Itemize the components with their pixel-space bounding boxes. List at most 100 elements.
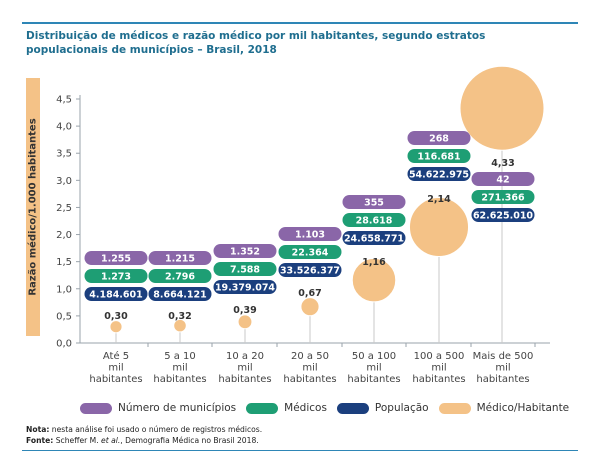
x-tick-label: mil [431,363,446,374]
pill-municipios [342,195,406,209]
pill-label-medicos: 271.366 [481,193,525,204]
x-tick-label: habitantes [153,374,206,385]
pill-municipios [84,251,148,265]
ratio-bubble [408,196,470,257]
note-text: nesta análise foi usado o número de regi… [49,425,263,434]
x-tick-label: Até 5 [103,350,129,362]
y-tick-label: 0,0 [56,339,72,350]
ratio-label: 1,16 [362,257,386,268]
source-label: Fonte: [26,436,54,445]
pill-populacao [148,287,212,301]
ratio-label: 0,39 [233,305,256,316]
pill-label-medicos: 116.681 [417,152,460,163]
legend-label-ratio: Médico/Habitante [476,402,570,414]
x-tick-label: Mais de 500 [473,351,534,362]
y-tick-label: 3,5 [56,149,72,160]
pill-populacao [213,280,277,294]
x-tick-label: habitantes [89,374,142,385]
note-label: Nota: [26,425,50,434]
legend-swatch-ratio [438,402,471,414]
pill-medicos [148,269,212,283]
pill-label-municipios: 1.352 [230,247,260,258]
pill-medicos [278,245,342,259]
pill-label-medicos: 1.273 [101,272,131,283]
legend: Número de municípios Médicos População M… [80,400,579,416]
x-tick-label: habitantes [283,374,336,385]
ratio-bubble [237,314,253,330]
x-tick-label: 50 a 100 [352,351,396,362]
pill-label-populacao: 54.622.975 [409,170,469,181]
ratio-bubble [173,318,187,333]
pill-label-municipios: 268 [429,134,449,145]
ratio-bubble [300,297,320,317]
legend-label-municipios: Número de municípios [118,402,237,414]
y-tick-label: 4,5 [56,95,72,106]
y-axis-label-band [26,78,40,336]
x-tick-label: habitantes [218,374,271,385]
x-tick-label: mil [366,363,381,374]
legend-item-municipios: Número de municípios [80,402,236,414]
x-tick-label: mil [172,363,187,374]
pill-label-medicos: 22.364 [292,248,329,259]
source-text-2: , Demografia Médica no Brasil 2018. [120,436,259,445]
y-tick-label: 0,5 [56,311,72,322]
pill-label-populacao: 4.184.601 [89,290,143,301]
top-rule [22,22,578,24]
pill-populacao [84,287,148,301]
pill-label-populacao: 19.379.074 [215,283,275,294]
pill-label-medicos: 28.618 [356,216,393,227]
ratio-label: 0,32 [168,311,191,322]
x-tick-label: mil [237,363,252,374]
source-line: Fonte: Scheffer M. et al., Demografia Mé… [26,435,262,446]
chart-title: Distribuição de médicos e razão médico p… [26,30,486,56]
pill-medicos [342,213,406,227]
pill-label-municipios: 1.215 [165,254,195,265]
y-tick-label: 2,5 [56,203,72,214]
pill-label-populacao: 33.526.377 [280,266,340,277]
y-tick-label: 3,0 [56,176,72,187]
pill-municipios [471,172,535,186]
x-tick-label: mil [302,363,317,374]
pill-label-municipios: 1.255 [101,254,131,265]
x-tick-label: 20 a 50 [291,351,329,362]
pill-medicos [471,190,535,204]
ratio-bubble [459,65,545,151]
pill-populacao [342,231,406,245]
pill-populacao [471,208,535,222]
y-tick-label: 1,5 [56,257,72,268]
ratio-label: 2,14 [427,194,451,205]
y-tick-label: 4,0 [56,122,72,133]
pill-populacao [407,167,471,181]
x-tick-label: 100 a 500 [414,351,465,362]
bottom-rule [22,450,578,451]
pill-label-medicos: 7.588 [230,265,260,276]
x-tick-label: mil [108,363,123,374]
pill-medicos [213,262,277,276]
legend-swatch-populacao [336,402,369,414]
ratio-bubble [109,320,123,334]
legend-item-ratio: Médico/Habitante [438,402,570,414]
pill-label-populacao: 24.658.771 [344,234,404,245]
footnote: Nota: nesta análise foi usado o número d… [26,424,262,446]
y-tick-label: 1,0 [56,284,72,295]
legend-label-medicos: Médicos [284,402,327,414]
legend-swatch-municipios [80,402,112,414]
pill-label-municipios: 42 [496,175,509,186]
pill-municipios [148,251,212,265]
pill-label-municipios: 355 [364,198,384,209]
legend-item-populacao: População [336,402,429,414]
pill-medicos [407,149,471,163]
ratio-bubble [351,257,397,303]
legend-label-populacao: População [374,402,429,414]
pill-label-medicos: 2.796 [165,272,195,283]
ratio-label: 0,67 [298,288,321,299]
x-tick-label: habitantes [347,374,400,385]
x-tick-label: habitantes [412,374,465,385]
x-tick-label: 5 a 10 [164,351,196,362]
x-tick-label: mil [495,363,510,374]
pill-municipios [278,227,342,241]
legend-swatch-medicos [246,402,279,414]
pill-label-populacao: 8.664.121 [153,290,207,301]
ratio-label: 0,30 [104,311,128,322]
